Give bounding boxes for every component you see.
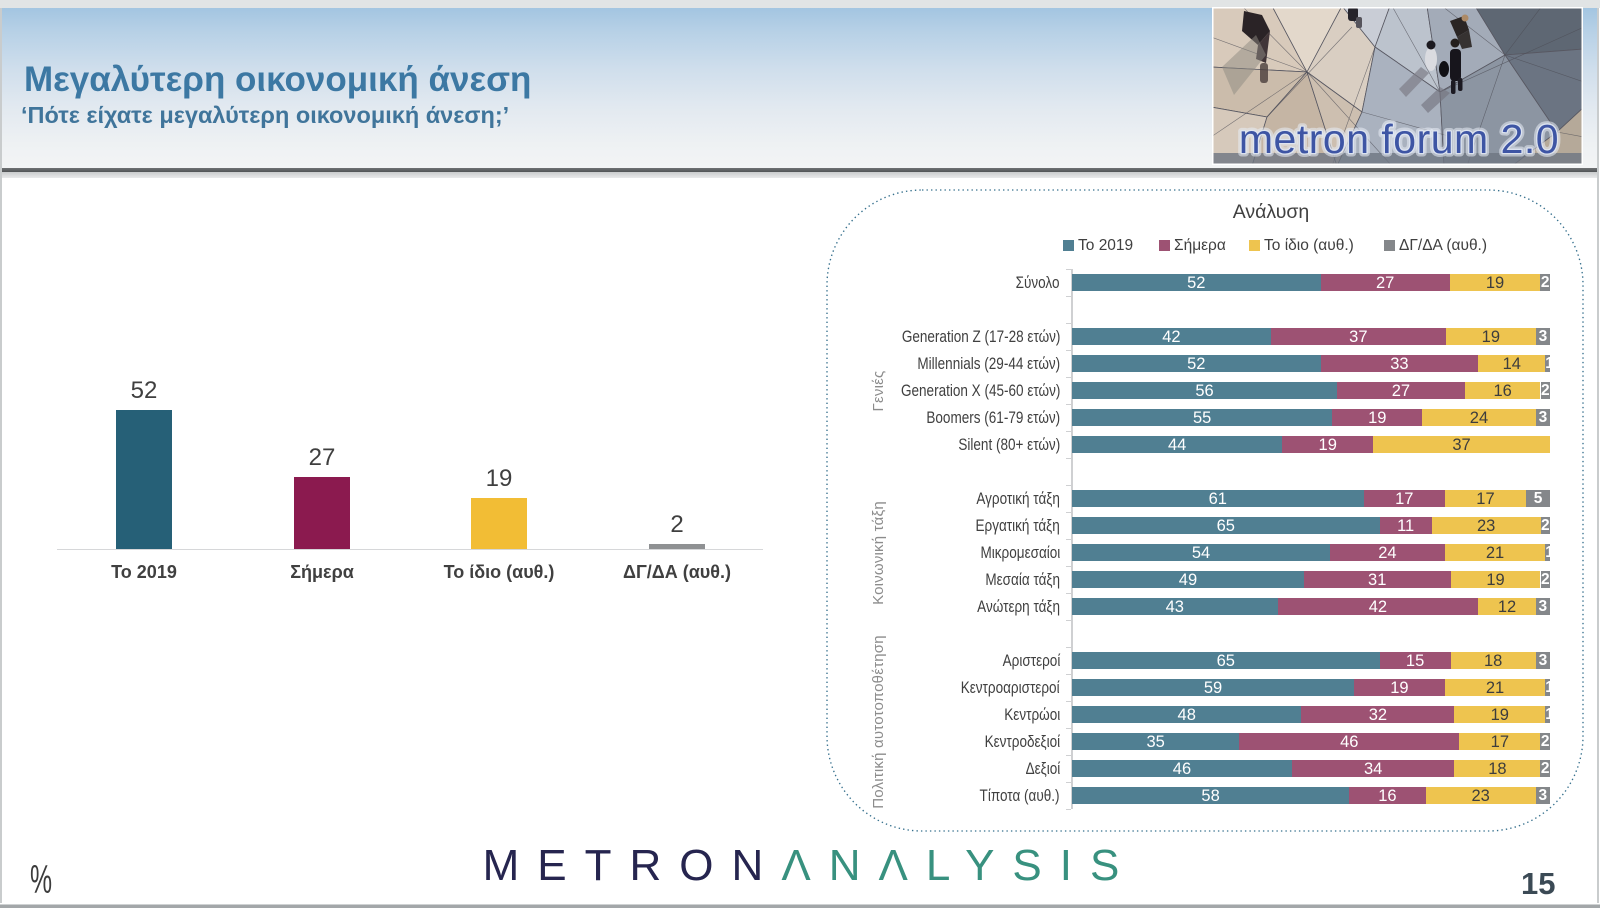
svg-text:metron forum 2.0: metron forum 2.0 [1239, 116, 1559, 162]
svg-text:metron forum 2.0: metron forum 2.0 [1239, 116, 1559, 162]
